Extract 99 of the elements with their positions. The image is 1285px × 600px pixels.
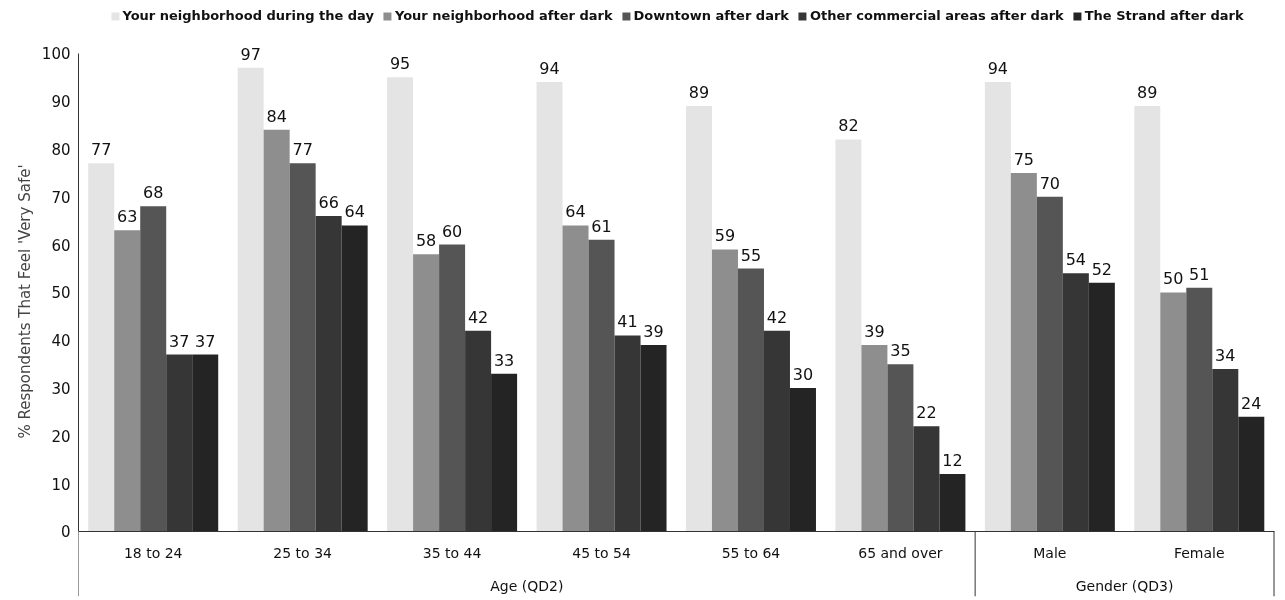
- bar: [341, 225, 368, 532]
- legend-label: Other commercial areas after dark: [809, 8, 1064, 23]
- text: Age (QD2): [490, 578, 564, 595]
- bar: [491, 373, 518, 532]
- data-label: 63: [117, 207, 138, 227]
- data-label: 35: [890, 341, 911, 361]
- data-label: 37: [169, 331, 190, 351]
- y-tick-label: 100: [41, 45, 71, 64]
- x-tick-label: 25 to 34: [273, 545, 333, 562]
- data-label: 97: [240, 44, 261, 64]
- y-tick-label: 70: [51, 188, 71, 207]
- data-label: 24: [1241, 393, 1262, 413]
- data-label: 33: [493, 350, 515, 370]
- legend-label: Your neighborhood after dark: [394, 8, 613, 23]
- data-label: 42: [467, 307, 489, 327]
- y-tick-label: 50: [51, 284, 71, 303]
- legend-label: Your neighborhood during the day: [122, 8, 374, 23]
- y-axis-title: % Respondents That Feel 'Very Safe': [15, 164, 34, 439]
- bar: [835, 139, 862, 532]
- legend-label: Downtown after dark: [633, 8, 789, 23]
- data-label: 22: [916, 403, 937, 423]
- bar: [1010, 172, 1037, 532]
- data-label: 82: [838, 116, 859, 136]
- data-label: 77: [292, 140, 313, 160]
- bar: [861, 345, 888, 532]
- bar: [1036, 196, 1063, 532]
- data-label: 37: [195, 331, 216, 351]
- y-tick-label: 10: [51, 475, 71, 494]
- data-label: 51: [1189, 264, 1210, 284]
- legend-label: The Strand after dark: [1084, 8, 1244, 23]
- bar: [737, 268, 764, 532]
- data-label: 52: [1091, 259, 1113, 279]
- data-label: 42: [766, 307, 788, 327]
- data-label: 77: [91, 140, 112, 160]
- bar: [289, 163, 316, 532]
- bar: [939, 474, 966, 532]
- bar: [887, 364, 914, 532]
- x-tick-label: 55 to 64: [721, 545, 781, 562]
- data-label: 94: [987, 59, 1009, 79]
- bar: [711, 249, 738, 532]
- data-label: 34: [1215, 345, 1236, 365]
- data-label: 66: [318, 192, 339, 212]
- bar: [1134, 105, 1161, 532]
- data-label: 39: [864, 322, 885, 342]
- data-label: 59: [714, 226, 736, 246]
- data-label: 89: [1137, 82, 1158, 102]
- data-label: 89: [688, 82, 710, 102]
- bar: [562, 225, 589, 532]
- x-tick-label: 35 to 44: [422, 545, 482, 562]
- bar: [1238, 416, 1265, 532]
- data-label: 94: [539, 59, 560, 79]
- bar: [685, 105, 712, 532]
- bar: [192, 354, 219, 532]
- y-tick-label: 60: [51, 236, 71, 255]
- data-label: 64: [344, 202, 365, 222]
- text: Gender (QD3): [1075, 578, 1174, 595]
- bar: [1160, 292, 1187, 532]
- bar: [237, 67, 264, 532]
- y-tick-label: 30: [51, 380, 71, 399]
- bar: [588, 239, 615, 532]
- y-tick-label: 20: [51, 427, 71, 446]
- x-tick-label: Male: [1033, 545, 1067, 562]
- bar: [263, 129, 290, 532]
- data-label: 54: [1065, 250, 1087, 270]
- data-label: 30: [792, 365, 814, 385]
- data-label: 84: [266, 106, 287, 126]
- data-label: 12: [942, 451, 963, 471]
- data-label: 58: [415, 231, 437, 251]
- bar: [439, 244, 466, 532]
- data-label: 70: [1039, 173, 1061, 193]
- data-label: 95: [389, 54, 411, 74]
- bar: [536, 82, 563, 532]
- bar: [413, 254, 440, 532]
- bar: [88, 163, 115, 532]
- data-label: 64: [565, 202, 586, 222]
- x-tick-label: Female: [1173, 545, 1225, 562]
- data-label: 60: [441, 221, 463, 241]
- x-tick-label: 65 and over: [858, 545, 943, 562]
- x-tick-label: 18 to 24: [123, 545, 183, 562]
- bar: [789, 388, 816, 532]
- x-tick-label: 45 to 54: [572, 545, 631, 562]
- bar: [387, 77, 414, 532]
- data-label: 41: [617, 312, 638, 332]
- data-label: 68: [143, 183, 164, 203]
- data-label: 75: [1013, 149, 1035, 169]
- data-label: 55: [740, 245, 762, 265]
- data-label: 50: [1163, 269, 1184, 289]
- bar: [640, 345, 667, 532]
- y-tick-label: 80: [51, 140, 71, 159]
- bar: [114, 230, 141, 532]
- bar: [984, 82, 1011, 532]
- data-label: 61: [591, 216, 612, 236]
- bar: [1088, 282, 1115, 532]
- y-tick-label: 0: [60, 523, 71, 542]
- y-tick-label: 90: [51, 93, 71, 112]
- y-tick-label: 40: [51, 332, 71, 351]
- bar: [1186, 287, 1213, 532]
- bar: [140, 206, 167, 532]
- data-label: 39: [643, 322, 664, 342]
